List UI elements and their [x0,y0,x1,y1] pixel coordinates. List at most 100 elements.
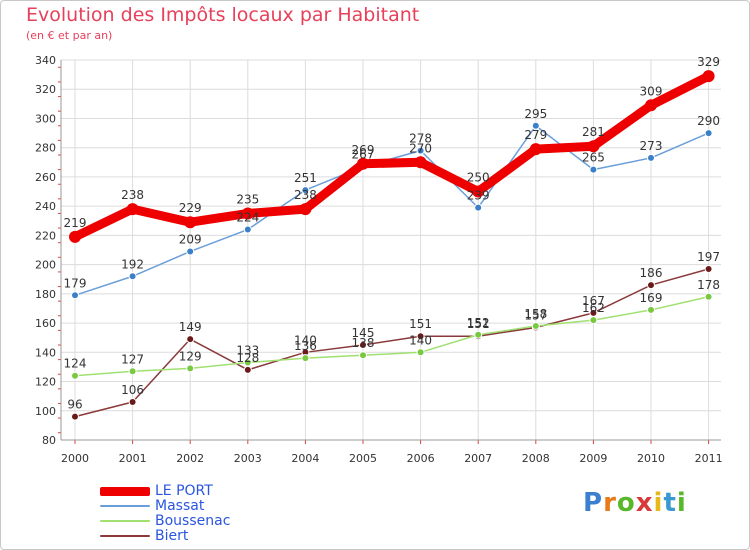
data-label-massat: 209 [179,232,202,246]
data-label-biert: 106 [121,383,144,397]
data-label-boussenac: 133 [236,344,259,358]
legend-swatch-le-port [100,487,150,496]
data-label-biert: 157 [524,308,547,322]
data-label-massat: 224 [236,211,259,225]
data-point-massat [186,247,195,256]
data-point-boussenac [474,330,483,339]
data-label-le-port: 269 [352,143,375,157]
data-label-biert: 149 [179,320,202,334]
data-label-massat: 278 [409,132,432,146]
logo-letter: o [616,488,636,518]
y-tick-label: 280 [35,142,56,155]
data-point-biert [71,412,79,421]
data-label-boussenac: 138 [352,336,375,350]
data-point-boussenac [531,322,540,330]
data-label-biert: 145 [352,326,375,340]
data-point-boussenac [71,371,79,380]
data-label-boussenac: 169 [640,291,663,305]
y-tick-label: 260 [35,171,56,184]
y-tick-label: 180 [35,288,56,301]
y-tick-label: 220 [35,229,56,242]
data-point-boussenac [647,305,655,314]
logo-letter: P [583,488,604,518]
data-label-le-port: 229 [179,201,202,215]
legend-label-boussenac: Boussenac [155,513,231,529]
y-tick-label: 200 [35,259,56,272]
data-label-le-port: 219 [64,216,87,230]
data-label-massat: 273 [640,139,663,153]
data-label-boussenac: 136 [294,339,317,353]
data-point-massat [647,153,655,162]
data-point-biert [359,341,367,349]
data-point-boussenac [301,354,310,363]
data-point-le-port [184,216,197,229]
logo-letter: x [635,488,654,518]
series-line-le-port [70,71,714,242]
data-label-le-port: 238 [294,188,317,202]
x-tick-label: 2000 [61,452,89,465]
data-point-le-port [529,143,542,156]
data-point-le-port [587,140,600,153]
data-point-massat [128,272,137,281]
y-tick-label: 300 [35,112,56,125]
legend-label-biert: Biert [155,528,189,544]
data-point-le-port [241,207,254,220]
data-point-le-port [126,203,139,216]
data-point-boussenac [589,316,598,325]
y-tick-label: 160 [35,317,56,330]
data-point-le-port [414,156,427,169]
legend-label-massat: Massat [155,498,205,514]
logo-letter: i [676,488,687,518]
data-point-biert [186,335,195,344]
data-label-massat: 239 [467,189,490,203]
data-point-boussenac [128,367,137,376]
x-tick-label: 2005 [349,452,377,465]
data-point-massat [704,129,713,138]
data-point-le-port [299,203,312,216]
x-tick-label: 2007 [464,452,492,465]
y-tick-label: 120 [35,376,56,389]
data-label-massat: 267 [352,148,375,162]
data-point-biert [647,281,655,290]
data-label-le-port: 329 [697,55,720,69]
data-point-boussenac [704,292,713,301]
data-label-le-port: 235 [236,192,259,206]
chart-subtitle: (en € et par an) [26,29,113,42]
legend-item-massat: Massat [100,498,300,514]
legend-swatch-boussenac [100,520,150,522]
x-tick-label: 2004 [291,452,319,465]
data-point-le-port [645,99,657,112]
data-point-le-port [69,230,81,243]
x-tick-label: 2006 [407,452,435,465]
legend-swatch-biert [100,535,150,537]
y-tick-label: 320 [35,83,56,96]
data-point-massat [301,186,310,195]
data-point-le-port [357,157,369,170]
x-tick-label: 2002 [176,452,204,465]
data-point-massat [243,225,252,234]
x-tick-label: 2011 [695,452,723,465]
data-label-biert: 96 [67,398,82,412]
data-point-biert [704,265,713,273]
data-label-massat: 251 [294,171,317,185]
data-label-massat: 265 [582,151,605,165]
logo-letter: i [653,488,664,518]
data-label-boussenac: 129 [179,349,202,363]
legend-label-le-port: LE PORT [155,483,213,499]
data-label-boussenac: 140 [409,333,432,347]
legend-swatch-massat [100,505,150,507]
data-label-le-port: 279 [524,128,547,142]
data-point-boussenac [359,351,367,360]
y-tick-label: 240 [35,200,56,213]
data-label-massat: 179 [64,276,87,290]
data-label-massat: 295 [524,107,547,121]
data-label-boussenac: 152 [467,316,490,330]
data-point-boussenac [243,358,252,367]
data-label-biert: 197 [697,250,720,264]
proxiti-logo: Proxiti [583,488,687,518]
data-label-le-port: 309 [640,84,663,98]
data-point-le-port [702,70,715,83]
x-tick-label: 2001 [119,452,147,465]
data-point-biert [416,332,425,341]
